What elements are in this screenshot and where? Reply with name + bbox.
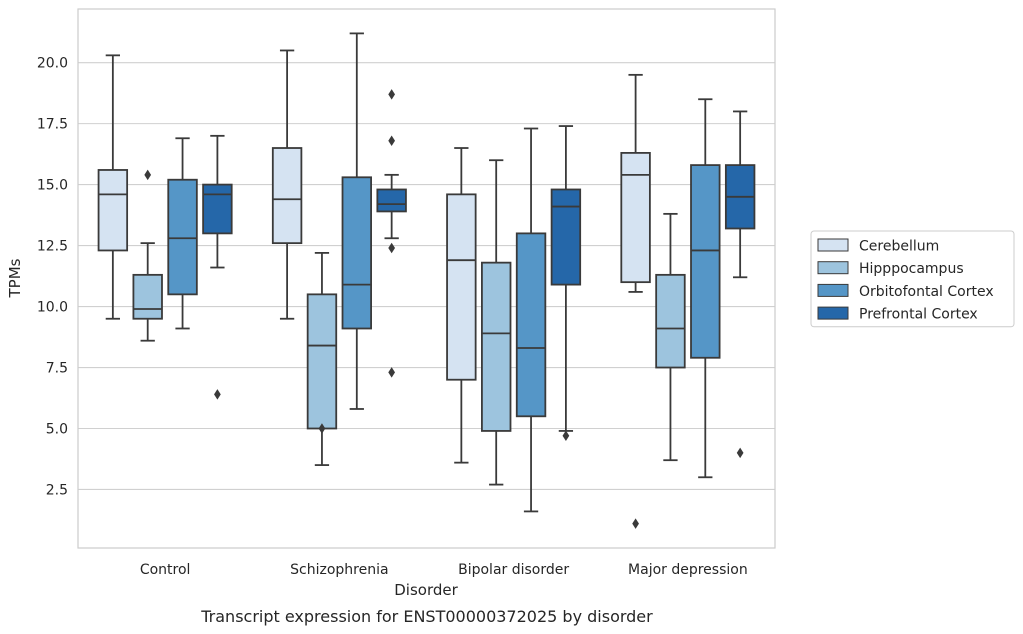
y-tick-labels: 2.5 5.0 7.5 10.0 12.5 15.0 17.5 20.0 [37, 56, 68, 499]
iqr-box [167, 178, 198, 296]
x-tick-label: Major depression [628, 562, 748, 578]
legend-swatch [817, 306, 849, 320]
y-tick-label: 7.5 [46, 361, 68, 377]
outlier-marker [388, 89, 396, 100]
box-prefrontal-cortex [550, 125, 582, 442]
legend-swatch [817, 261, 849, 275]
box-hipppocampus [306, 251, 338, 466]
iqr-box [341, 176, 372, 330]
legend-swatch [817, 283, 849, 297]
y-tick-label: 15.0 [37, 178, 68, 194]
outlier-marker [632, 518, 639, 529]
iqr-box [132, 273, 163, 320]
iqr-box [306, 293, 338, 430]
y-tick-label: 20.0 [37, 56, 68, 72]
x-tick-label: Bipolar disorder [458, 562, 569, 578]
x-axis-label: Disorder [394, 581, 458, 599]
outlier-marker [388, 367, 396, 378]
y-tick-label: 17.5 [37, 117, 68, 133]
y-axis-label: TPMs [6, 258, 24, 298]
plot-area-frame [77, 8, 776, 549]
box-hipppocampus [132, 169, 163, 342]
legend-label: Cerebellum [859, 239, 939, 255]
iqr-box [97, 169, 129, 252]
box-cerebellum [446, 147, 477, 464]
x-tick-label: Control [140, 562, 191, 578]
box-prefrontal-cortex [202, 134, 233, 400]
iqr-box [376, 188, 407, 213]
box-cerebellum [271, 49, 303, 320]
legend-label: Prefrontal Cortex [859, 307, 978, 323]
legend-label: Orbitofontal Cortex [859, 284, 994, 300]
iqr-box [481, 261, 512, 432]
legend-swatch [817, 238, 849, 252]
box-series [97, 32, 756, 529]
legend-label: Hipppocampus [859, 261, 964, 277]
y-tick-label: 10.0 [37, 300, 68, 316]
iqr-box [690, 164, 721, 359]
iqr-box [271, 147, 303, 245]
iqr-box [655, 273, 686, 369]
outlier-marker [562, 430, 570, 442]
outlier-marker [318, 423, 326, 434]
box-hipppocampus [655, 212, 686, 462]
box-prefrontal-cortex [376, 89, 407, 378]
outlier-marker [144, 169, 152, 181]
chart-caption: Transcript expression for ENST0000037202… [200, 607, 653, 626]
iqr-box [550, 188, 582, 286]
outlier-marker [388, 242, 396, 254]
box-orbitofontal-cortex [690, 98, 721, 479]
legend-frame [810, 230, 1015, 328]
box-prefrontal-cortex [724, 110, 756, 459]
y-tick-label: 5.0 [46, 421, 68, 437]
box-orbitofontal-cortex [515, 127, 547, 513]
outlier-marker [388, 135, 396, 146]
x-tick-label: Schizophrenia [290, 562, 388, 578]
box-orbitofontal-cortex [167, 137, 198, 330]
y-tick-label: 2.5 [46, 482, 68, 498]
box-cerebellum [97, 54, 129, 320]
legend: Cerebellum Hipppocampus Orbitofontal Corte… [810, 230, 1015, 328]
iqr-box [515, 232, 547, 418]
x-tick-labels: Control Schizophrenia Bipolar disorder Majo… [140, 562, 748, 578]
iqr-box [620, 151, 651, 284]
box-cerebellum [620, 73, 651, 529]
outlier-marker [214, 389, 221, 400]
box-orbitofontal-cortex [341, 32, 372, 410]
iqr-box [446, 193, 477, 381]
iqr-box [202, 183, 233, 235]
outlier-marker [736, 447, 744, 459]
y-tick-label: 12.5 [37, 239, 68, 255]
box-hipppocampus [481, 159, 512, 486]
